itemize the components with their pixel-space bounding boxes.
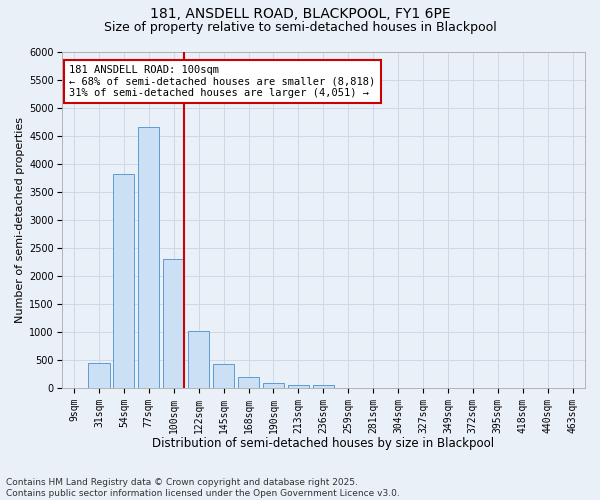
Bar xyxy=(163,260,184,388)
Text: Contains HM Land Registry data © Crown copyright and database right 2025.
Contai: Contains HM Land Registry data © Crown c… xyxy=(6,478,400,498)
Bar xyxy=(313,385,334,388)
Text: 181, ANSDELL ROAD, BLACKPOOL, FY1 6PE: 181, ANSDELL ROAD, BLACKPOOL, FY1 6PE xyxy=(149,8,451,22)
Bar xyxy=(288,385,309,388)
Text: Size of property relative to semi-detached houses in Blackpool: Size of property relative to semi-detach… xyxy=(104,21,496,34)
X-axis label: Distribution of semi-detached houses by size in Blackpool: Distribution of semi-detached houses by … xyxy=(152,437,494,450)
Y-axis label: Number of semi-detached properties: Number of semi-detached properties xyxy=(15,116,25,322)
Bar xyxy=(213,364,234,388)
Bar xyxy=(188,331,209,388)
Bar xyxy=(263,384,284,388)
Text: 181 ANSDELL ROAD: 100sqm
← 68% of semi-detached houses are smaller (8,818)
31% o: 181 ANSDELL ROAD: 100sqm ← 68% of semi-d… xyxy=(70,65,376,98)
Bar xyxy=(113,174,134,388)
Bar xyxy=(88,362,110,388)
Bar xyxy=(138,126,160,388)
Bar xyxy=(238,377,259,388)
